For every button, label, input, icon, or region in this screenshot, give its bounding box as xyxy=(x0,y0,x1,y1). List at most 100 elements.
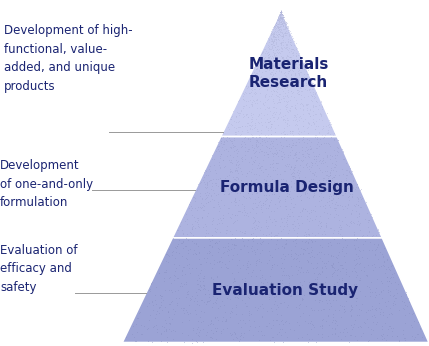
Point xyxy=(241,139,248,145)
Point xyxy=(356,288,363,293)
Point xyxy=(213,314,220,319)
Point xyxy=(167,287,174,293)
Point xyxy=(299,251,306,256)
Point xyxy=(330,179,337,184)
Point xyxy=(299,157,306,163)
Point xyxy=(273,88,280,93)
Point xyxy=(224,240,231,246)
Point xyxy=(215,249,222,255)
Point xyxy=(274,165,281,171)
Point xyxy=(367,286,374,292)
Point xyxy=(302,191,308,197)
Point xyxy=(258,301,265,307)
Point xyxy=(232,162,239,167)
Point xyxy=(291,167,298,172)
Point xyxy=(143,303,150,309)
Point xyxy=(345,202,352,208)
Point xyxy=(219,318,226,323)
Point xyxy=(329,273,336,278)
Point xyxy=(291,165,298,171)
Point xyxy=(345,291,352,297)
Point xyxy=(213,182,220,188)
Point xyxy=(193,207,200,212)
Point xyxy=(195,319,202,324)
Point xyxy=(210,293,217,299)
Point xyxy=(281,27,288,32)
Point xyxy=(231,330,238,335)
Point xyxy=(278,156,285,162)
Point xyxy=(234,163,241,168)
Point xyxy=(350,229,357,235)
Point xyxy=(275,13,282,19)
Point xyxy=(312,90,319,95)
Point xyxy=(289,83,296,89)
Point xyxy=(255,200,262,205)
Point xyxy=(298,264,305,270)
Point xyxy=(198,215,205,220)
Point xyxy=(270,150,277,155)
Point xyxy=(270,33,277,38)
Point xyxy=(250,86,257,92)
Point xyxy=(285,155,292,160)
Point xyxy=(310,194,317,200)
Point xyxy=(328,286,335,292)
Point xyxy=(227,153,233,158)
Point xyxy=(216,220,223,225)
Point xyxy=(353,236,360,241)
Point xyxy=(328,167,335,173)
Point xyxy=(279,26,286,32)
Point xyxy=(299,151,305,156)
Point xyxy=(247,137,254,142)
Point xyxy=(253,240,260,246)
Point xyxy=(254,113,261,119)
Point xyxy=(329,160,335,166)
Point xyxy=(231,167,238,173)
Point xyxy=(232,131,239,136)
Point xyxy=(181,306,187,311)
Point xyxy=(328,242,335,247)
Point xyxy=(267,39,274,44)
Point xyxy=(278,24,284,29)
Point xyxy=(188,225,195,230)
Point xyxy=(302,174,308,180)
Point xyxy=(268,192,275,197)
Point xyxy=(302,207,308,212)
Point xyxy=(267,42,274,47)
Point xyxy=(215,200,222,205)
Point xyxy=(297,105,304,111)
Point xyxy=(266,173,273,179)
Point xyxy=(251,64,257,70)
Point xyxy=(304,101,311,107)
Point xyxy=(323,188,329,193)
Point xyxy=(322,132,329,137)
Point xyxy=(280,268,287,274)
Point xyxy=(219,180,226,186)
Point xyxy=(341,303,347,309)
Point xyxy=(287,164,294,169)
Point xyxy=(262,149,269,154)
Point xyxy=(347,322,354,327)
Point xyxy=(266,85,273,90)
Point xyxy=(311,238,318,243)
Point xyxy=(285,33,292,38)
Point xyxy=(224,191,231,197)
Point xyxy=(271,301,278,307)
Point xyxy=(301,94,308,100)
Point xyxy=(315,165,322,171)
Point xyxy=(313,180,320,185)
Point xyxy=(294,90,301,95)
Point xyxy=(251,91,257,96)
Point xyxy=(223,138,230,143)
Point xyxy=(202,195,209,201)
Point xyxy=(172,268,178,274)
Point xyxy=(277,21,284,27)
Point xyxy=(284,58,290,64)
Point xyxy=(274,17,281,23)
Point xyxy=(242,230,248,236)
Point xyxy=(272,151,279,156)
Point xyxy=(358,233,365,239)
Point xyxy=(297,301,304,307)
Point xyxy=(242,278,249,283)
Point xyxy=(271,25,278,30)
Point xyxy=(252,249,259,255)
